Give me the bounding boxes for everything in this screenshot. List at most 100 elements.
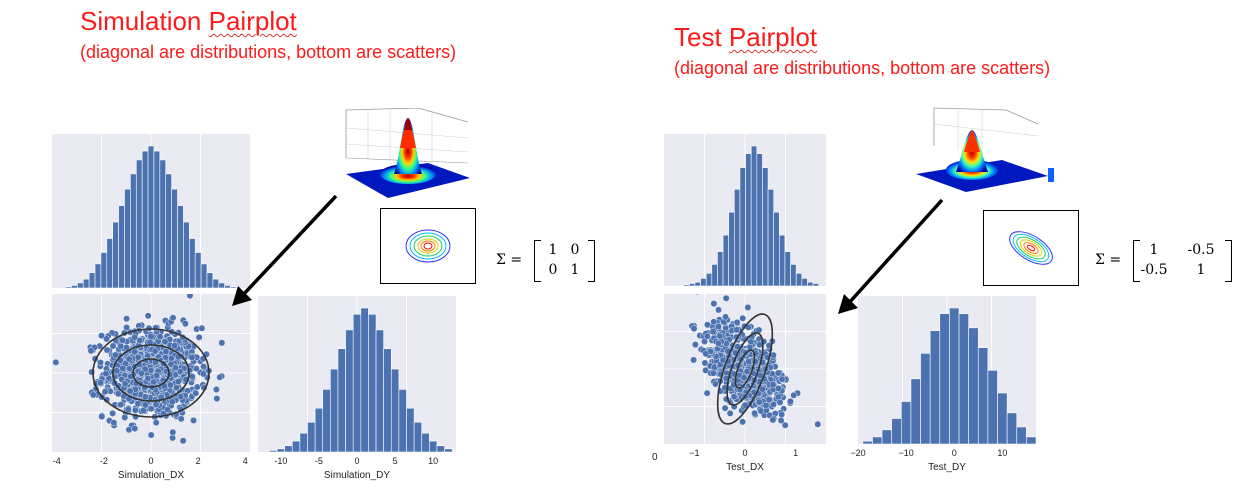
- simulation-dx-histogram: [65, 134, 237, 289]
- histogram-bar: [398, 389, 407, 453]
- scatter-point: [712, 380, 719, 388]
- x-tick-label: -4: [53, 456, 61, 466]
- simulation-title-pairplot: Pairplot: [208, 6, 297, 36]
- sigma-matrix-simulation: Σ = 1 0 0 1: [496, 240, 606, 284]
- scatter-point: [131, 348, 139, 356]
- scatter-point: [192, 365, 200, 373]
- histogram-bar: [717, 251, 724, 287]
- scatter-point: [747, 338, 755, 346]
- histogram-bar: [200, 263, 208, 289]
- sigma-m11: 1: [548, 242, 558, 258]
- scatter-point: [703, 389, 711, 397]
- test-dx-histogram-panel: [664, 134, 826, 287]
- scatter-point: [733, 319, 741, 326]
- scatter-point: [147, 333, 155, 340]
- histogram-bar: [314, 407, 324, 453]
- scatter-point: [172, 364, 179, 372]
- scatter-point: [755, 398, 763, 406]
- contour-plot-test: [983, 210, 1079, 286]
- scatter-point: [218, 339, 226, 347]
- scatter-point: [715, 339, 722, 347]
- scatter-point: [730, 393, 738, 401]
- histogram-bar: [375, 329, 384, 453]
- sigma-m12: -0.5: [1187, 242, 1215, 258]
- scatter-point: [125, 426, 133, 434]
- scatter-point: [740, 374, 748, 382]
- test-title-pairplot: Pairplot: [728, 22, 818, 52]
- histogram-bar: [307, 421, 316, 453]
- simulation-title-word: Simulation: [80, 6, 209, 36]
- test-dx-dy-scatter: [664, 288, 826, 444]
- histogram-bar: [784, 251, 791, 287]
- x-tick-label: −20: [850, 448, 865, 458]
- scatter-point: [121, 380, 129, 388]
- gaussian-surface-3d-test: [916, 107, 1054, 192]
- x-axis-label: Simulation_DX: [118, 470, 184, 481]
- scatter-point: [733, 326, 740, 334]
- scatter-point: [710, 300, 718, 308]
- scatter-point: [770, 401, 777, 408]
- scatter-point: [153, 371, 161, 379]
- histogram-bar: [790, 264, 797, 287]
- scatter-point: [739, 418, 746, 426]
- scatter-point: [701, 338, 708, 345]
- scatter-point: [778, 411, 786, 418]
- scatter-point: [188, 373, 196, 380]
- histogram-bar: [189, 238, 196, 289]
- x-tick-label: 5: [393, 456, 398, 466]
- x-tick-label: -2: [100, 456, 108, 466]
- x-tick-label: −1: [689, 448, 699, 458]
- histogram-bar: [705, 272, 713, 287]
- simulation-dx-dy-scatter: [52, 292, 250, 472]
- scatter-point: [101, 388, 109, 396]
- scatter-point: [117, 342, 125, 350]
- scatter-point: [200, 363, 207, 370]
- scatter-point: [121, 414, 129, 421]
- scatter-point: [161, 338, 169, 346]
- scatter-point: [52, 358, 60, 366]
- simulation-scatter-panel: [52, 292, 250, 472]
- simulation-title: Simulation Pairplot: [80, 6, 297, 37]
- histogram-bar: [165, 173, 172, 289]
- scatter-point: [774, 385, 782, 392]
- test-scatter-xaxis: −1 0 1 Test_DX: [689, 448, 798, 473]
- histogram-bar: [779, 234, 786, 287]
- histogram-bar: [345, 329, 354, 453]
- histogram-bar: [987, 370, 998, 445]
- scatter-point: [778, 375, 786, 383]
- scatter-point: [136, 337, 144, 344]
- scatter-point: [690, 325, 698, 333]
- histogram-bar: [1006, 412, 1018, 445]
- scatter-point: [147, 431, 155, 439]
- histogram-bar: [734, 188, 741, 287]
- histogram-bar: [711, 264, 718, 287]
- histogram-bar: [153, 150, 161, 289]
- sigma-m11: 1: [1149, 242, 1159, 258]
- x-tick-label: 10: [997, 448, 1007, 458]
- scatter-point: [124, 405, 132, 413]
- histogram-bar: [368, 313, 377, 453]
- histogram-bar: [330, 368, 339, 453]
- scatter-point: [790, 391, 798, 399]
- histogram-bar: [767, 188, 774, 287]
- scatter-point: [769, 416, 777, 424]
- x-tick-label: 10: [428, 456, 438, 466]
- histogram-bar: [82, 278, 90, 289]
- scatter-point: [131, 425, 139, 433]
- scatter-point: [131, 406, 139, 414]
- histogram-bar: [756, 153, 763, 287]
- test-dx-histogram: [683, 134, 819, 287]
- scatter-point: [703, 332, 711, 340]
- scatter-point: [109, 409, 117, 417]
- x-tick-label: 4: [243, 456, 248, 466]
- scatter-point: [186, 292, 194, 299]
- scatter-point: [138, 369, 145, 377]
- scatter-point: [177, 393, 185, 401]
- histogram-bar: [795, 272, 803, 287]
- scatter-point: [192, 389, 200, 397]
- histogram-bar: [171, 188, 178, 289]
- histogram-bar: [147, 145, 155, 289]
- scatter-point: [126, 387, 134, 395]
- scatter-point: [701, 359, 709, 367]
- scatter-point: [134, 400, 142, 408]
